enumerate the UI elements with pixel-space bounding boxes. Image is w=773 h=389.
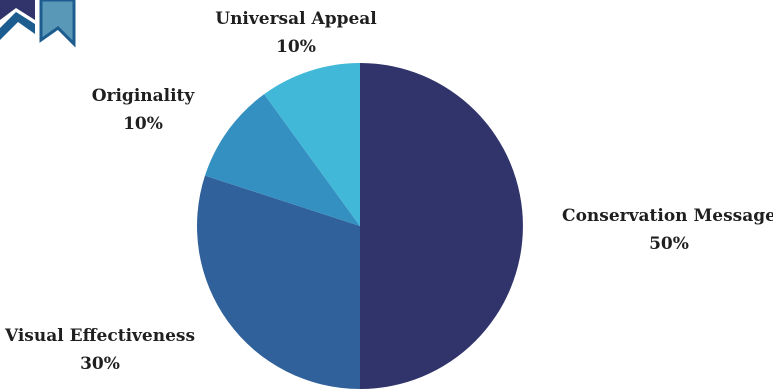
- slice-name: Visual Effectiveness: [4, 326, 196, 346]
- pie-slice-originality: [204, 94, 360, 227]
- slice-label-visual-effectiveness: Visual Effectiveness 30%: [5, 322, 195, 378]
- pie-slice-visual-effectiveness: [197, 175, 360, 389]
- slice-percent: 10%: [276, 37, 316, 58]
- slice-name: Originality: [91, 86, 195, 106]
- ribbon-left-fold: [0, 0, 35, 20]
- slice-percent: 30%: [80, 354, 120, 375]
- slice-label-conservation-message: Conservation Message 50%: [562, 202, 773, 258]
- slice-name: Universal Appeal: [215, 9, 377, 29]
- pie-slice-conservation-message: [360, 63, 523, 389]
- pie-slice-universal-appeal: [264, 63, 360, 226]
- slice-percent: 50%: [649, 234, 689, 255]
- ribbon-right-fold: [39, 0, 76, 48]
- slice-label-originality: Originality 10%: [92, 82, 195, 138]
- slice-label-universal-appeal: Universal Appeal 10%: [215, 5, 377, 61]
- ribbon-icon: [0, 0, 76, 48]
- ribbon-edge: [0, 12, 35, 40]
- slice-name: Conservation Message: [562, 206, 773, 226]
- slice-percent: 10%: [123, 114, 163, 135]
- pie-slices: [197, 63, 523, 389]
